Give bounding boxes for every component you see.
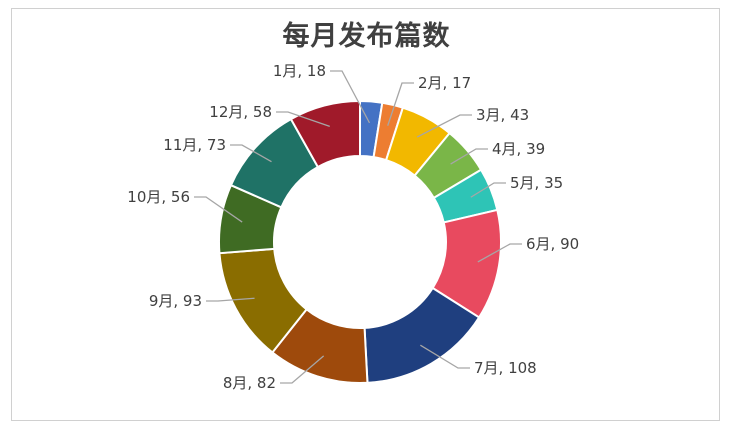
leader-line-2 xyxy=(387,82,414,126)
data-label-5: 5月, 35 xyxy=(510,174,563,192)
data-label-2: 2月, 17 xyxy=(418,74,471,92)
data-label-3: 3月, 43 xyxy=(476,106,529,124)
data-label-7: 7月, 108 xyxy=(474,359,537,377)
chart-title: 每月发布篇数 xyxy=(282,21,451,52)
leader-line-9 xyxy=(206,297,255,302)
leader-line-3 xyxy=(416,114,472,138)
leader-line-8 xyxy=(280,355,325,384)
leader-line-11 xyxy=(230,144,272,163)
data-label-11: 11月, 73 xyxy=(163,136,226,154)
data-label-1: 1月, 18 xyxy=(273,62,326,80)
data-label-12: 12月, 58 xyxy=(209,103,272,121)
slice-12 xyxy=(289,99,361,169)
leader-line-5 xyxy=(470,182,506,198)
data-label-8: 8月, 82 xyxy=(223,374,276,392)
leader-line-4 xyxy=(450,148,488,165)
leader-line-10 xyxy=(194,196,243,223)
leader-line-6 xyxy=(477,243,522,263)
data-label-10: 10月, 56 xyxy=(127,188,190,206)
data-label-6: 6月, 90 xyxy=(526,235,579,253)
data-label-4: 4月, 39 xyxy=(492,140,545,158)
leader-line-7 xyxy=(420,344,470,369)
data-label-9: 9月, 93 xyxy=(149,292,202,310)
leader-line-1 xyxy=(330,70,371,124)
leader-line-12 xyxy=(276,111,330,128)
